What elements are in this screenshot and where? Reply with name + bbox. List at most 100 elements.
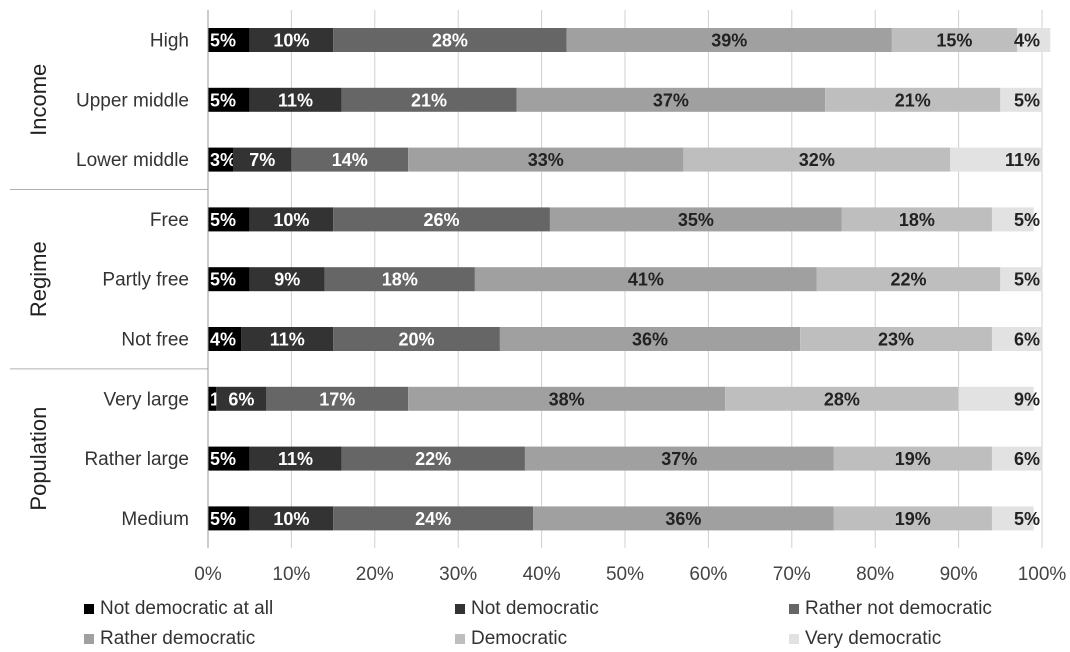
legend-item: Not democratic	[455, 598, 599, 620]
bar-segment	[833, 446, 992, 471]
category-label: Partly free	[102, 270, 189, 291]
data-label: 5%	[210, 509, 236, 529]
bar-segment	[950, 147, 1042, 172]
data-label: 5%	[1014, 270, 1040, 290]
data-label: 22%	[891, 270, 927, 290]
bar-segment	[333, 327, 500, 351]
data-label: 15%	[936, 31, 972, 51]
legend-label: Rather not democratic	[805, 598, 992, 619]
bar-segment	[208, 147, 234, 172]
data-label: 37%	[653, 90, 689, 110]
data-label: 33%	[528, 150, 564, 170]
bar-segment	[208, 327, 242, 351]
bar-segment	[825, 87, 1001, 112]
bar-segment	[341, 446, 525, 471]
bar-segment	[249, 446, 342, 471]
legend-item: Democratic	[455, 628, 567, 650]
data-label: 28%	[432, 31, 468, 51]
category-label: Medium	[121, 509, 189, 530]
legend-swatch	[84, 604, 94, 614]
data-label: 21%	[895, 90, 931, 110]
bar-segment	[549, 207, 842, 232]
x-tick-label: 60%	[689, 564, 727, 585]
legend-label: Rather democratic	[100, 628, 256, 649]
bar-segment	[333, 28, 567, 52]
category-label: Not free	[121, 330, 189, 351]
bar-segment	[566, 28, 892, 52]
data-label: 28%	[824, 389, 860, 409]
legend-swatch	[789, 634, 799, 644]
bar-segment	[1000, 267, 1042, 292]
legend: Not democratic at all Not democratic Rathe…	[84, 598, 1044, 652]
data-label: 6%	[1014, 449, 1040, 469]
data-label: 32%	[799, 150, 835, 170]
legend-item: Rather not democratic	[789, 598, 992, 620]
legend-swatch	[455, 634, 465, 644]
bar-segment	[208, 446, 250, 471]
data-label: 41%	[628, 270, 664, 290]
x-tick-label: 50%	[606, 564, 644, 585]
x-tick-label: 70%	[773, 564, 811, 585]
bar-segment	[474, 267, 817, 292]
data-label: 35%	[678, 210, 714, 230]
x-tick-label: 40%	[523, 564, 561, 585]
bar-segment	[208, 207, 250, 232]
legend-item: Not democratic at all	[84, 598, 273, 620]
data-label: 20%	[398, 330, 434, 350]
bar-segment	[249, 28, 334, 52]
data-label: 4%	[1014, 31, 1040, 51]
data-label: 11%	[278, 449, 313, 469]
legend-label: Democratic	[471, 628, 568, 649]
legend-label: Not democratic	[471, 598, 599, 619]
data-label: 5%	[210, 31, 236, 51]
legend-swatch	[84, 634, 94, 644]
bar-segment	[333, 506, 534, 531]
bar-segment	[208, 28, 250, 52]
x-tick-label: 80%	[856, 564, 894, 585]
bar-segment	[499, 327, 801, 351]
category-label: Free	[150, 210, 189, 231]
bar-segment	[249, 207, 334, 232]
bar-segment	[266, 386, 409, 411]
bar-segment	[816, 267, 1001, 292]
bar-segment	[1000, 87, 1042, 112]
bar-segment	[341, 87, 517, 112]
bar-segment	[833, 506, 992, 531]
bar-segment	[991, 327, 1042, 351]
legend-item: Very democratic	[789, 628, 941, 650]
bar-segment	[233, 147, 292, 172]
category-label: High	[150, 31, 189, 52]
bar-segment	[991, 506, 1034, 531]
data-label: 23%	[878, 330, 914, 350]
data-label: 37%	[661, 449, 697, 469]
bar-segment	[249, 87, 342, 112]
bar-segment	[324, 267, 475, 292]
bar-segment	[241, 327, 334, 351]
data-label: 11%	[270, 330, 305, 350]
data-label: 5%	[210, 210, 236, 230]
data-label: 9%	[274, 270, 300, 290]
bar-segment	[524, 446, 834, 471]
data-label: 14%	[332, 150, 368, 170]
data-label: 36%	[665, 509, 701, 529]
legend-label: Not democratic at all	[100, 598, 274, 619]
bar-segment	[408, 386, 726, 411]
data-label: 26%	[424, 210, 460, 230]
bar-segment	[216, 386, 267, 411]
data-label: 3%	[210, 150, 236, 170]
data-label: 18%	[382, 270, 418, 290]
category-label: Upper middle	[76, 90, 189, 111]
bar-segment	[991, 207, 1034, 232]
category-label: Very large	[103, 389, 189, 410]
x-tick-label: 0%	[194, 564, 222, 585]
legend-swatch	[789, 604, 799, 614]
bar-segment	[208, 506, 250, 531]
data-label: 10%	[273, 210, 309, 230]
bar-segment	[683, 147, 951, 172]
data-label: 10%	[273, 509, 309, 529]
data-label: 22%	[415, 449, 451, 469]
data-label: 7%	[249, 150, 275, 170]
data-label: 10%	[273, 31, 309, 51]
bar-segment	[841, 207, 992, 232]
data-label: 17%	[319, 389, 355, 409]
